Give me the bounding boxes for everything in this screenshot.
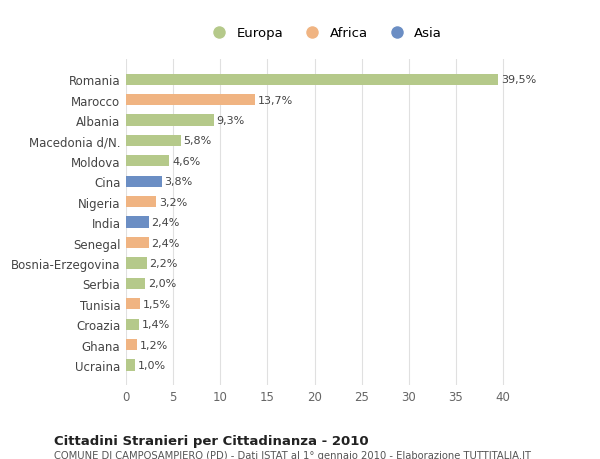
Text: 39,5%: 39,5% xyxy=(501,75,536,85)
Bar xyxy=(126,135,181,147)
Text: 2,4%: 2,4% xyxy=(151,238,180,248)
Text: 5,8%: 5,8% xyxy=(184,136,212,146)
Text: 9,3%: 9,3% xyxy=(217,116,245,126)
Bar xyxy=(126,278,145,289)
Text: 1,2%: 1,2% xyxy=(140,340,169,350)
Text: Cittadini Stranieri per Cittadinanza - 2010: Cittadini Stranieri per Cittadinanza - 2… xyxy=(54,434,368,447)
Text: 2,0%: 2,0% xyxy=(148,279,176,289)
Text: 1,5%: 1,5% xyxy=(143,299,171,309)
Legend: Europa, Africa, Asia: Europa, Africa, Asia xyxy=(206,27,442,40)
Bar xyxy=(126,258,147,269)
Bar xyxy=(126,74,499,86)
Text: 1,0%: 1,0% xyxy=(138,360,166,370)
Bar xyxy=(126,237,149,249)
Bar xyxy=(126,339,137,350)
Text: 4,6%: 4,6% xyxy=(172,157,200,167)
Bar xyxy=(126,95,255,106)
Text: 2,2%: 2,2% xyxy=(149,258,178,269)
Bar xyxy=(126,359,136,371)
Text: 2,4%: 2,4% xyxy=(151,218,180,228)
Bar xyxy=(126,217,149,228)
Bar xyxy=(126,298,140,310)
Text: COMUNE DI CAMPOSAMPIERO (PD) - Dati ISTAT al 1° gennaio 2010 - Elaborazione TUTT: COMUNE DI CAMPOSAMPIERO (PD) - Dati ISTA… xyxy=(54,450,531,459)
Bar xyxy=(126,115,214,126)
Bar xyxy=(126,156,169,167)
Bar xyxy=(126,176,162,187)
Text: 3,2%: 3,2% xyxy=(159,197,187,207)
Text: 1,4%: 1,4% xyxy=(142,319,170,330)
Bar xyxy=(126,196,156,208)
Text: 3,8%: 3,8% xyxy=(164,177,193,187)
Text: 13,7%: 13,7% xyxy=(258,95,293,106)
Bar xyxy=(126,319,139,330)
